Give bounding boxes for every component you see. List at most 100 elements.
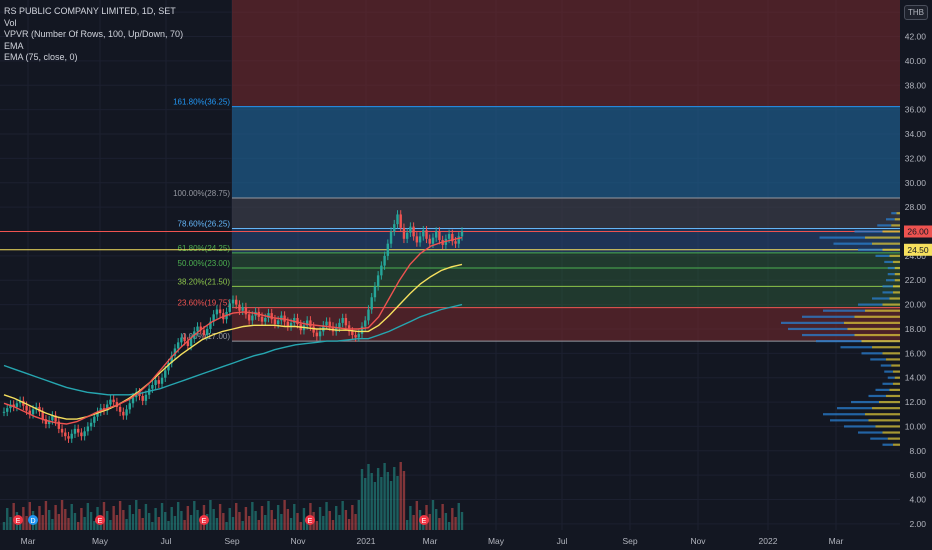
legend-vol[interactable]: Vol [4,17,17,28]
volume-bar [283,500,286,530]
volume-bar [93,521,96,530]
candle-body [76,428,80,433]
vp-bar-down [891,224,900,227]
vp-bar-up [886,218,895,221]
volume-bar [364,478,367,530]
y-tick-label: 6.00 [909,470,926,480]
candle-body [125,409,128,416]
candle-body [118,406,122,412]
volume-bar [357,500,360,530]
volume-bar [354,514,357,530]
candle-body [238,304,241,311]
volume-bar [412,515,415,530]
candle-body [386,243,390,256]
candle-body [280,315,283,321]
candle-body [186,341,190,347]
candle-body [235,299,238,305]
candle-body [296,318,299,325]
x-tick-label: Mar [829,536,844,546]
candle-body [412,226,415,237]
candle-body [422,230,425,237]
volume-bar [186,506,190,530]
vp-bar-down [865,413,900,416]
volume-bar [73,513,77,530]
vp-bar-down [865,309,900,312]
candle-body [415,236,419,243]
volume-bar [183,520,186,530]
vp-bar-up [882,285,893,288]
volume-bar [147,513,151,530]
candle-body [360,326,364,334]
legend-ema-2[interactable]: EMA (75, close, 0) [4,52,78,62]
candle-body [83,431,86,437]
y-tick-label: 16.00 [905,348,927,358]
vp-bar-down [854,315,900,318]
vp-bar-down [891,364,900,367]
candle-body [373,286,377,298]
volume-bar [241,521,244,530]
candle-body [305,320,309,326]
volume-bar [138,509,141,530]
volume-bar [22,507,25,530]
volume-bar [54,505,57,530]
vp-bar-up [870,437,888,440]
candle-body [264,318,267,322]
vp-bar-up [887,273,895,276]
candle-body [309,320,312,327]
candle-body [96,411,99,417]
candle-body [402,227,406,239]
volume-bar [28,502,32,530]
candle-body [183,337,186,342]
fib-label: 161.80%(36.25) [173,98,230,107]
y-tick-label: 36.00 [905,105,927,115]
volume-bar [173,516,177,530]
volume-bar [47,510,51,530]
volume-bar [125,519,128,530]
candle-body [399,214,402,228]
y-tick-label: 34.00 [905,129,927,139]
legend-vpvr[interactable]: VPVR (Number Of Rows, 100, Up/Down, 70) [4,29,184,39]
candle-body [70,433,73,439]
volume-bar [286,509,290,530]
vp-bar-up [851,400,879,404]
currency-button[interactable]: THB [904,5,928,20]
volume-bar [376,468,380,530]
vp-bar-up [844,425,876,428]
candle-body [141,395,144,401]
volume-bar [109,520,112,530]
volume-bar [199,519,202,530]
volume-bar [367,464,370,530]
candle-body [93,416,96,423]
vp-bar-down [882,303,900,306]
candle-body [128,403,131,410]
volume-bar [112,506,115,530]
candle-body [176,342,180,349]
vp-bar-up [858,248,883,251]
volume-bar [157,517,161,530]
legend-ema-1[interactable]: EMA [4,40,24,51]
volume-bar [341,501,344,530]
fib-zone-161 [232,106,900,198]
volume-bar [386,472,390,530]
dividend-marker-label: E [16,518,21,525]
candle-body [389,231,393,244]
volume-bar [405,520,409,530]
volume-bar [228,508,231,530]
candle-body [64,432,67,437]
candle-body [325,321,328,326]
vp-bar-down [893,382,900,385]
fib-zone-top [232,0,900,107]
vp-bar-down [872,346,900,349]
candle-body [380,265,383,276]
fib-zone-100 [232,197,900,229]
candle-body [251,315,254,321]
volume-bar [67,518,70,530]
x-tick-label: 2022 [759,536,778,546]
candle-body [38,406,41,412]
candle-body [293,318,296,323]
vp-bar-down [854,333,900,337]
x-tick-label: May [92,536,109,546]
vp-bar-up [781,321,844,324]
legend-title[interactable]: RS PUBLIC COMPANY LIMITED, 1D, SET [4,6,176,16]
